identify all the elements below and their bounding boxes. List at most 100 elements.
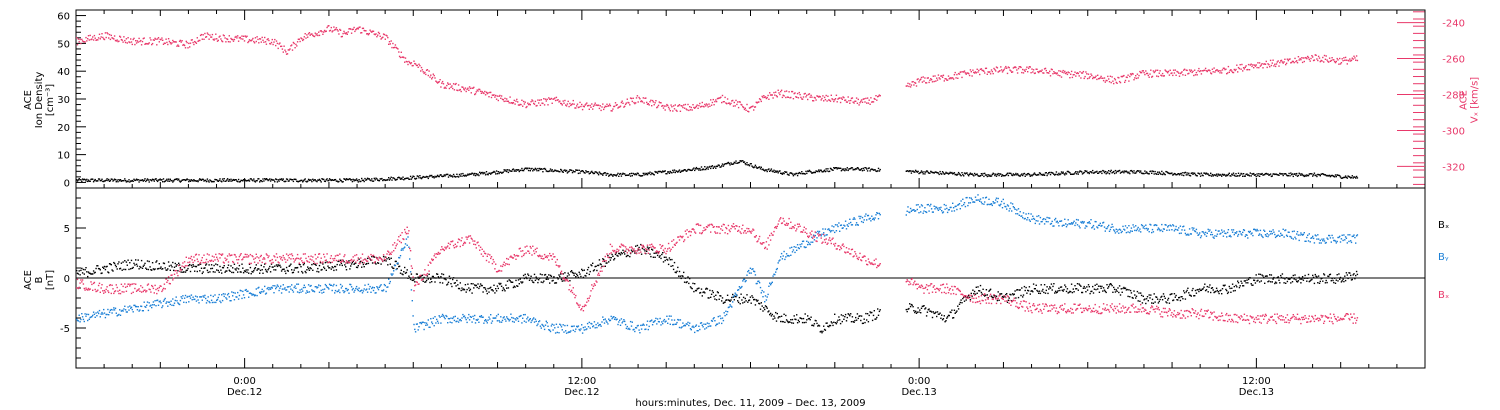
bx-series-point: [461, 287, 463, 289]
density-series-point: [987, 174, 989, 176]
vx-series-point: [1286, 58, 1289, 60]
vx-series-point: [169, 42, 171, 44]
density-series-point: [313, 179, 316, 181]
vx-series-point: [330, 26, 332, 29]
vx-series-point: [878, 94, 881, 96]
bx-series-point: [293, 269, 295, 271]
density-series-point: [157, 179, 160, 181]
density-series-point: [969, 172, 972, 174]
density-series-point: [869, 170, 871, 172]
vx-series-point: [204, 32, 206, 35]
bx-series-point: [401, 273, 403, 275]
density-series-point: [481, 171, 483, 174]
density-series-point: [1090, 171, 1092, 173]
density-series-point: [793, 173, 795, 175]
bx-series-point: [1239, 285, 1241, 287]
density-series-point: [525, 167, 527, 169]
by-series-point: [251, 294, 253, 296]
vx-series-point: [735, 99, 737, 102]
density-series-point: [1039, 172, 1042, 175]
density-series-point: [380, 178, 382, 180]
vx-series-point: [1102, 77, 1104, 79]
density-series-point: [877, 167, 880, 170]
bx-series-point: [1343, 280, 1345, 283]
bx-series-point: [654, 256, 656, 258]
vx-series-point: [960, 71, 962, 73]
bx-series-point: [982, 288, 984, 290]
bx-series-point: [1133, 290, 1135, 292]
bx-series-point: [394, 260, 397, 263]
vx-series-point: [285, 53, 288, 55]
vx-series-point: [526, 105, 528, 108]
by-series-point: [253, 294, 255, 296]
by-series-point: [289, 285, 291, 288]
bx-series-point: [452, 277, 455, 279]
vx-series-point: [1253, 64, 1256, 66]
vx-series-point: [410, 62, 413, 64]
bx-series-point: [160, 266, 162, 268]
vx-series-point: [999, 70, 1001, 72]
density-series-point: [1334, 174, 1337, 176]
vx-series-point: [391, 46, 393, 49]
vx-series-point: [1177, 71, 1179, 73]
bx-series-point: [941, 319, 944, 321]
bx-series-point: [959, 301, 961, 304]
by-series-point: [269, 288, 272, 290]
vx-series-point: [814, 97, 816, 99]
vx-series-point: [367, 34, 370, 36]
bx-series-point: [859, 315, 861, 317]
density-series-point: [986, 175, 988, 178]
bx-series-point: [789, 321, 791, 323]
bx-series-point: [836, 321, 838, 323]
density-series-point: [1040, 174, 1042, 176]
vx-series-point: [1221, 72, 1223, 74]
density-series-point: [866, 168, 868, 170]
by-series-point: [291, 284, 293, 286]
density-series-point: [143, 179, 145, 182]
bx-series-point: [1339, 276, 1342, 279]
bx-series-point: [671, 258, 673, 261]
by-series-point: [209, 301, 211, 304]
bx-series-point: [793, 315, 795, 317]
density-series-point: [255, 180, 257, 182]
density-series-point: [310, 179, 312, 181]
bx-series-point: [920, 307, 923, 309]
by-series-point: [269, 287, 271, 289]
vx-series-point: [1144, 73, 1146, 76]
vx-series-point: [966, 72, 968, 74]
density-series-point: [796, 172, 798, 175]
bx-series-point: [1017, 296, 1020, 299]
bx-series-point: [916, 311, 918, 313]
vx-series-point: [975, 72, 977, 74]
by-series-point: [106, 313, 108, 316]
vx-series-point: [617, 107, 619, 109]
bx-series-point: [811, 324, 813, 327]
bx-series-point: [851, 316, 854, 318]
vx-series-point: [1260, 64, 1262, 66]
vx-series-point: [156, 38, 159, 40]
density-series-point: [1174, 173, 1176, 175]
density-series-point: [317, 179, 319, 181]
bx-series-point: [925, 315, 928, 317]
vx-series-point: [936, 79, 939, 81]
vx-series-point: [959, 71, 961, 73]
vx-series-point: [152, 39, 155, 41]
vx-series-point: [1255, 64, 1257, 66]
bx-series-point: [444, 278, 446, 280]
vx-series-point: [666, 103, 668, 106]
bx-series-point: [597, 264, 599, 267]
vx-series-point: [279, 42, 281, 44]
vx-series-point: [1210, 73, 1213, 75]
vx-series-point: [1026, 66, 1028, 68]
vx-series-point: [639, 98, 641, 100]
bx-series-point: [181, 268, 183, 271]
vx-series-point: [316, 33, 318, 35]
density-series-point: [1249, 172, 1251, 174]
density-series-point: [327, 180, 329, 182]
bx-series-point: [456, 279, 458, 282]
bx-series-point: [267, 269, 269, 271]
vx-series-point: [694, 106, 697, 109]
density-series-point: [368, 178, 370, 180]
vx-series-point: [708, 103, 710, 105]
vx-series-point: [1356, 59, 1359, 62]
